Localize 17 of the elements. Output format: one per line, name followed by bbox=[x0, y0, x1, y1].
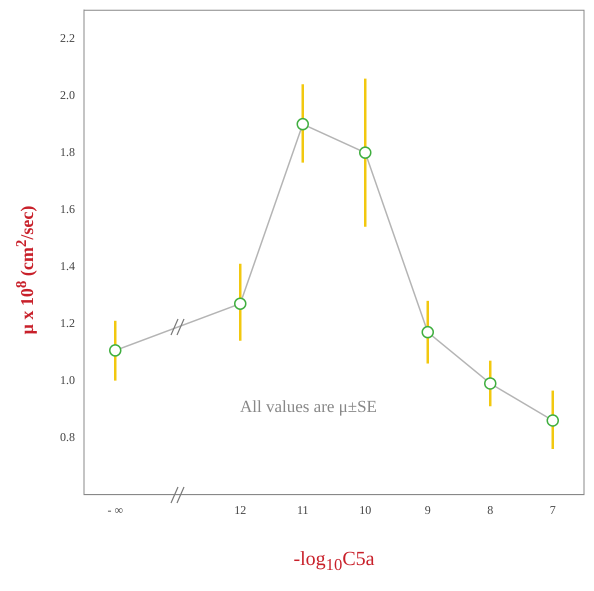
x-tick-label: - ∞ bbox=[107, 502, 124, 517]
x-tick-label: 7 bbox=[550, 502, 556, 517]
y-tick-label: 1.6 bbox=[60, 202, 75, 216]
x-tick-label: 8 bbox=[487, 502, 494, 517]
y-tick-label: 1.8 bbox=[60, 144, 75, 159]
y-tick-label: 1.0 bbox=[60, 372, 75, 387]
y-tick-label: 0.8 bbox=[60, 430, 75, 444]
y-tick-label: 2.0 bbox=[60, 88, 75, 102]
annotation: All values are μ±SE bbox=[240, 397, 377, 417]
x-tick-label: 9 bbox=[424, 502, 431, 517]
x-tick-label: 12 bbox=[234, 502, 246, 517]
y-tick-label: 2.2 bbox=[60, 30, 75, 45]
y-tick-label: 1.2 bbox=[60, 316, 75, 330]
y-tick-label: 1.4 bbox=[60, 258, 75, 273]
x-tick-label: 10 bbox=[359, 502, 372, 517]
x-axis-title: -log$_{10}$C5a bbox=[292, 548, 376, 575]
x-tick-label: 11 bbox=[296, 502, 309, 517]
